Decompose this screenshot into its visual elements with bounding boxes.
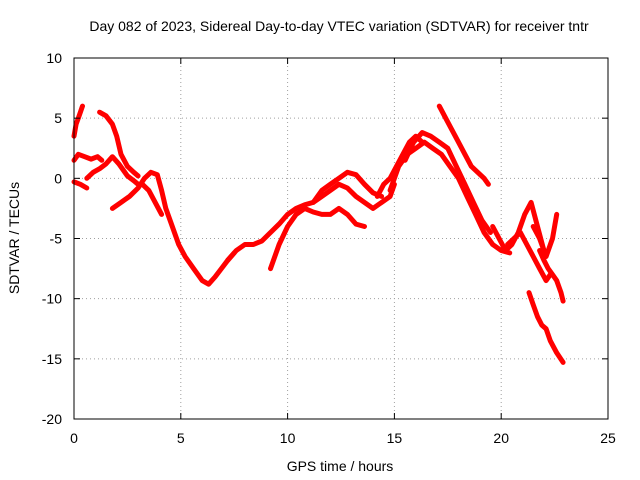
series-line-arc-14 — [436, 103, 491, 187]
series-line-arc-2 — [71, 151, 105, 163]
x-tick-label: 25 — [600, 430, 616, 446]
series-line-arc-8 — [225, 181, 397, 263]
series-line-arc-17 — [530, 211, 560, 259]
y-tick-label: -20 — [42, 411, 62, 427]
y-tick-label: -5 — [50, 231, 63, 247]
chart-title: Day 082 of 2023, Sidereal Day-to-day VTE… — [89, 18, 589, 34]
y-tick-label: 0 — [54, 170, 62, 186]
series-line-arc-13 — [402, 130, 493, 235]
series-line-arc-16 — [505, 230, 553, 284]
series-line-arc-3 — [71, 179, 90, 191]
series-line-arc-15 — [490, 199, 547, 253]
series-line-arc-9 — [268, 205, 367, 272]
grid-lines — [74, 58, 608, 419]
series-line-arc-18 — [537, 248, 566, 304]
x-axis-label: GPS time / hours — [287, 458, 394, 474]
y-tick-labels: -20 -15 -10 -5 0 5 10 — [42, 50, 62, 427]
x-tick-label: 20 — [493, 430, 509, 446]
y-tick-label: 10 — [46, 50, 62, 66]
y-axis-label: SDTVAR / TECUs — [6, 182, 22, 294]
data-series — [71, 103, 566, 365]
x-tick-label: 0 — [70, 430, 78, 446]
y-tick-label: -10 — [42, 291, 62, 307]
x-tick-label: 10 — [280, 430, 296, 446]
y-tick-label: -15 — [42, 351, 62, 367]
series-line-arc-10 — [310, 169, 385, 205]
series-line-arc-5 — [97, 109, 141, 179]
x-tick-label: 5 — [177, 430, 185, 446]
series-line-arc-6 — [109, 169, 237, 287]
series-line-arc-1 — [71, 103, 85, 139]
x-tick-label: 15 — [387, 430, 403, 446]
x-tick-labels: 0 5 10 15 20 25 — [70, 430, 616, 446]
y-tick-label: 5 — [54, 110, 62, 126]
axis-ticks — [73, 57, 609, 420]
series-line-arc-19 — [526, 290, 566, 365]
series-line-arc-7 — [139, 181, 165, 217]
series-line-arc-4 — [84, 154, 141, 187]
